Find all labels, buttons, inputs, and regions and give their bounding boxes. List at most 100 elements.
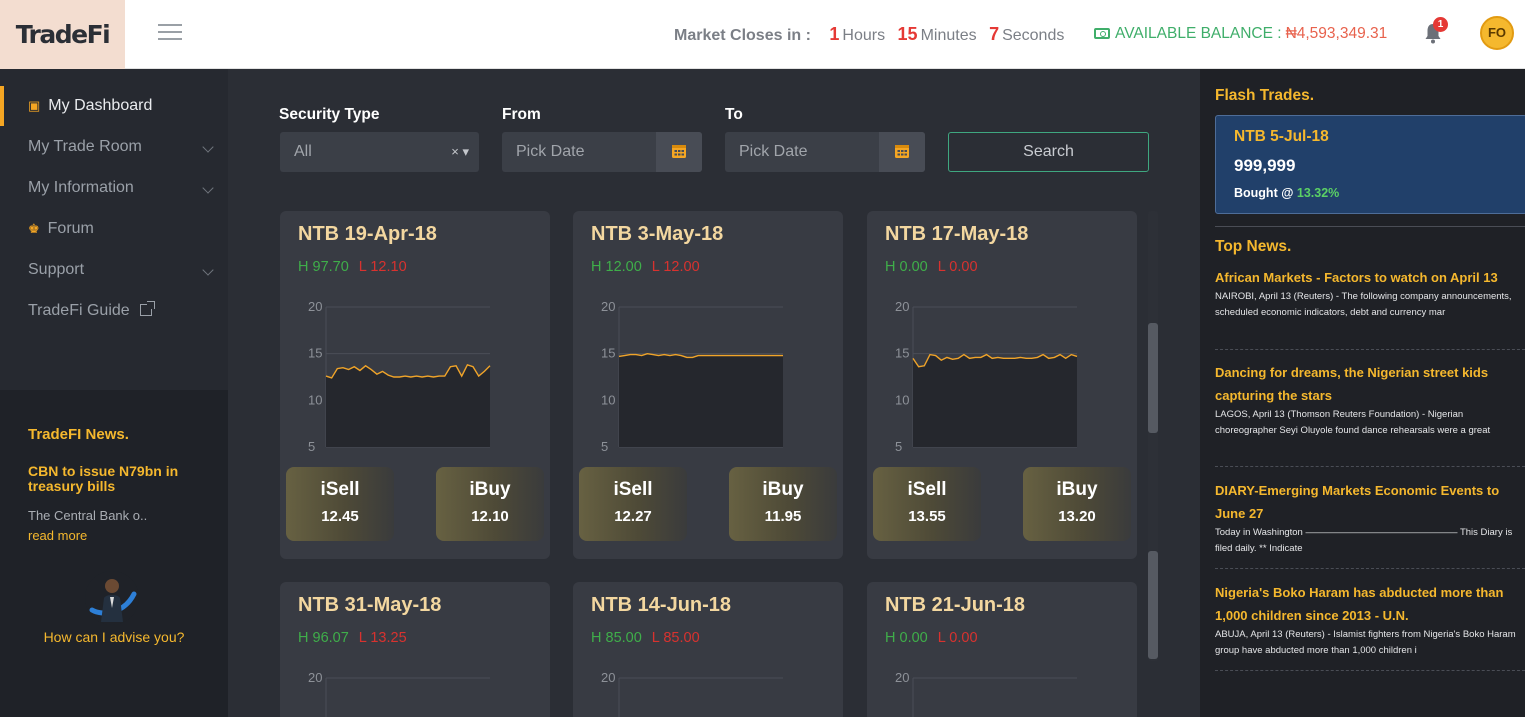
news-headline: DIARY-Emerging Markets Economic Events t… bbox=[1215, 483, 1500, 521]
isell-button[interactable]: iSell 12.45 bbox=[286, 467, 394, 541]
chevron-down-icon bbox=[202, 182, 214, 194]
ibuy-button[interactable]: iBuy 11.95 bbox=[729, 467, 837, 541]
isell-button[interactable]: iSell 13.55 bbox=[873, 467, 981, 541]
isell-button[interactable]: iSell 12.27 bbox=[579, 467, 687, 541]
card-low: L 85.00 bbox=[651, 630, 700, 646]
menu-toggle-icon[interactable] bbox=[158, 24, 182, 42]
y-tick-label: 15 bbox=[895, 346, 909, 361]
tradefi-news-panel: TradeFI News. CBN to issue N79bn in trea… bbox=[0, 390, 228, 717]
divider bbox=[1215, 568, 1525, 569]
card-high: H 97.70 bbox=[298, 259, 349, 275]
card-title: NTB 31-May-18 bbox=[298, 594, 442, 616]
series-line bbox=[618, 352, 783, 359]
from-label: From bbox=[502, 106, 541, 123]
scroll-thumb[interactable] bbox=[1148, 323, 1158, 433]
sidebar-item-trade-room[interactable]: My Trade Room bbox=[0, 127, 228, 167]
sidebar-item-guide[interactable]: TradeFi Guide bbox=[0, 291, 228, 331]
security-card[interactable]: NTB 21-Jun-18 H 0.00 L 0.00 20 bbox=[867, 582, 1137, 717]
news-item[interactable]: DIARY-Emerging Markets Economic Events t… bbox=[1215, 479, 1519, 556]
notification-bell-icon[interactable]: 1 bbox=[1424, 17, 1448, 44]
ibuy-button[interactable]: iBuy 13.20 bbox=[1023, 467, 1131, 541]
divider bbox=[1215, 226, 1525, 227]
security-card[interactable]: NTB 14-Jun-18 H 85.00 L 85.00 20 bbox=[573, 582, 843, 717]
flash-rate: 13.32% bbox=[1296, 186, 1340, 200]
news-item[interactable]: Dancing for dreams, the Nigerian street … bbox=[1215, 361, 1519, 438]
divider bbox=[1215, 670, 1525, 671]
card-high-low: H 0.00 L 0.00 bbox=[885, 630, 978, 646]
card-title: NTB 21-Jun-18 bbox=[885, 594, 1026, 616]
security-card[interactable]: NTB 17-May-18 H 0.00 L 0.00 20 15 10 5 iSell… bbox=[867, 211, 1137, 559]
to-date-input[interactable]: Pick Date bbox=[725, 132, 925, 172]
minutes-value: 15 bbox=[897, 24, 918, 44]
flash-info: Bought @ 13.32% bbox=[1234, 186, 1340, 200]
side-news-snippet: The Central Bank o.. bbox=[28, 508, 148, 523]
logo[interactable]: TradeFi bbox=[0, 0, 125, 69]
card-high: H 12.00 bbox=[591, 259, 642, 275]
flash-security: NTB 5-Jul-18 bbox=[1234, 128, 1329, 145]
card-low: L 0.00 bbox=[937, 630, 978, 646]
right-panel: Flash Trades. NTB 5-Jul-18 999,999 Bough… bbox=[1200, 69, 1525, 717]
advisor-prompt[interactable]: How can I advise you? bbox=[43, 629, 185, 645]
security-card[interactable]: NTB 19-Apr-18 H 97.70 L 12.10 20 15 10 5 iSe… bbox=[280, 211, 550, 559]
sidebar-item-dashboard[interactable]: ▣ My Dashboard bbox=[0, 86, 228, 126]
y-tick-label: 5 bbox=[308, 439, 315, 453]
side-news-title: TradeFI News. bbox=[28, 426, 129, 443]
price-chart: 20 bbox=[895, 670, 1077, 717]
card-low: L 0.00 bbox=[937, 259, 978, 275]
news-body: ABUJA, April 13 (Reuters) - Islamist fig… bbox=[1215, 629, 1516, 656]
user-avatar[interactable]: FO bbox=[1480, 16, 1514, 50]
card-title: NTB 17-May-18 bbox=[885, 223, 1029, 245]
news-headline: African Markets - Factors to watch on Ap… bbox=[1215, 270, 1498, 285]
from-date-input[interactable]: Pick Date bbox=[502, 132, 702, 172]
card-high: H 0.00 bbox=[885, 259, 928, 275]
side-news-headline[interactable]: CBN to issue N79bn in treasury bills bbox=[28, 463, 179, 494]
y-tick-label: 15 bbox=[308, 346, 322, 361]
divider bbox=[1215, 466, 1525, 467]
price-chart: 20 15 10 5 bbox=[895, 299, 1078, 453]
security-card[interactable]: NTB 3-May-18 H 12.00 L 12.00 20 15 10 5 iSel… bbox=[573, 211, 843, 559]
sidebar-item-support[interactable]: Support bbox=[0, 250, 228, 290]
ibuy-button[interactable]: iBuy 12.10 bbox=[436, 467, 544, 541]
flash-trades-title: Flash Trades. bbox=[1215, 87, 1315, 104]
clear-select-icon[interactable]: × ▾ bbox=[451, 144, 469, 159]
money-icon bbox=[1094, 28, 1110, 39]
notification-count: 1 bbox=[1433, 17, 1448, 32]
calendar-icon[interactable] bbox=[879, 132, 925, 172]
calendar-icon[interactable] bbox=[656, 132, 702, 172]
hours-value: 1 bbox=[829, 24, 840, 44]
sidebar-item-label: My Dashboard bbox=[48, 97, 153, 114]
advisor-avatar-icon[interactable] bbox=[84, 570, 140, 626]
scroll-thumb[interactable] bbox=[1148, 551, 1158, 659]
news-body: LAGOS, April 13 (Thomson Reuters Foundat… bbox=[1215, 409, 1491, 436]
news-headline: Nigeria's Boko Haram has abducted more t… bbox=[1215, 585, 1504, 623]
card-high-low: H 96.07 L 13.25 bbox=[298, 630, 407, 646]
price-chart: 20 bbox=[308, 670, 490, 717]
y-tick-label: 20 bbox=[895, 670, 909, 685]
card-title: NTB 14-Jun-18 bbox=[591, 594, 732, 616]
security-card[interactable]: NTB 31-May-18 H 96.07 L 13.25 20 bbox=[280, 582, 550, 717]
price-chart: 20 15 10 5 bbox=[308, 299, 491, 453]
from-date-placeholder: Pick Date bbox=[516, 143, 585, 160]
card-low: L 13.25 bbox=[358, 630, 407, 646]
security-type-select[interactable]: All × ▾ bbox=[280, 132, 479, 172]
y-tick-label: 20 bbox=[308, 670, 322, 685]
hours-unit: Hours bbox=[842, 27, 886, 44]
card-low: L 12.00 bbox=[651, 259, 700, 275]
search-button[interactable]: Search bbox=[948, 132, 1149, 172]
cards-scrollbar[interactable] bbox=[1148, 211, 1158, 661]
flash-trade-card[interactable]: NTB 5-Jul-18 999,999 Bought @ 13.32% bbox=[1215, 115, 1525, 214]
news-body: Today in Washington ―――――――――――――――― Thi… bbox=[1215, 527, 1513, 554]
card-low: L 12.10 bbox=[358, 259, 407, 275]
sidebar-item-information[interactable]: My Information bbox=[0, 168, 228, 208]
read-more-link[interactable]: read more bbox=[28, 528, 88, 543]
news-item[interactable]: African Markets - Factors to watch on Ap… bbox=[1215, 266, 1519, 320]
price-chart: 20 bbox=[601, 670, 783, 717]
card-high: H 85.00 bbox=[591, 630, 642, 646]
y-tick-label: 10 bbox=[601, 392, 615, 407]
card-high: H 0.00 bbox=[885, 630, 928, 646]
sidebar-item-forum[interactable]: ♚ Forum bbox=[0, 209, 228, 249]
news-item[interactable]: Nigeria's Boko Haram has abducted more t… bbox=[1215, 581, 1519, 658]
to-date-placeholder: Pick Date bbox=[739, 143, 808, 160]
y-tick-label: 20 bbox=[601, 299, 615, 314]
sidebar-item-label: TradeFi Guide bbox=[28, 302, 130, 319]
